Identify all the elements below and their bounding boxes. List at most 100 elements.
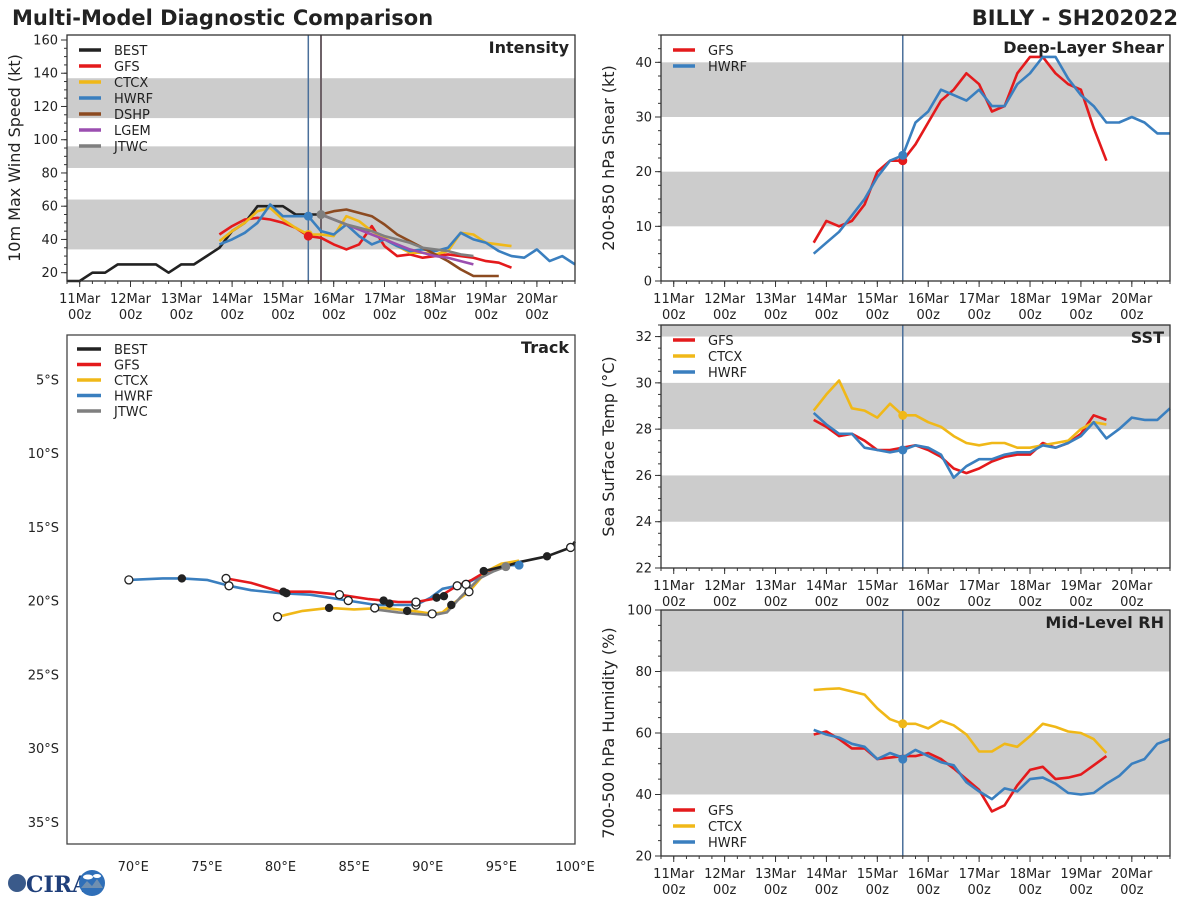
x-tick-label: 00z bbox=[815, 883, 839, 898]
panel-title: SST bbox=[1131, 328, 1164, 347]
x-tick-label: 14Mar bbox=[806, 867, 848, 882]
x-tick-label: 00z bbox=[1120, 595, 1144, 610]
lat-tick-label: 35°S bbox=[28, 816, 59, 831]
x-tick-label: 20Mar bbox=[516, 292, 558, 307]
x-tick-label: 16Mar bbox=[313, 292, 355, 307]
x-tick-label: 13Mar bbox=[755, 579, 797, 594]
x-tick-label: 19Mar bbox=[1060, 867, 1102, 882]
lon-tick-label: 85°E bbox=[338, 860, 369, 875]
x-tick-label: 20Mar bbox=[1111, 867, 1153, 882]
legend-label-gfs: GFS bbox=[708, 44, 734, 59]
y-tick-label: 28 bbox=[635, 423, 652, 438]
x-tick-label: 00z bbox=[1018, 308, 1042, 323]
track-point-filled bbox=[542, 552, 552, 561]
x-tick-label: 00z bbox=[1069, 883, 1093, 898]
x-tick-label: 17Mar bbox=[959, 579, 1001, 594]
x-tick-label: 00z bbox=[764, 883, 788, 898]
y-tick-label: 24 bbox=[635, 515, 652, 530]
page-title: Multi-Model Diagnostic Comparison bbox=[12, 6, 434, 30]
shaded-band bbox=[661, 171, 1170, 227]
series-line-hwrf bbox=[812, 407, 1171, 480]
track-point-open bbox=[565, 542, 576, 553]
lat-tick-label: 25°S bbox=[28, 668, 59, 683]
track-point-open bbox=[334, 590, 345, 600]
legend-label-gfs: GFS bbox=[114, 60, 140, 75]
y-tick-label: 40 bbox=[635, 788, 652, 803]
y-tick-label: 22 bbox=[635, 562, 652, 577]
x-tick-label: 00z bbox=[967, 308, 991, 323]
x-tick-label: 14Mar bbox=[806, 579, 848, 594]
legend-label-jtwc: JTWC bbox=[113, 405, 148, 420]
legend-label-hwrf: HWRF bbox=[114, 92, 153, 107]
x-tick-label: 00z bbox=[220, 308, 244, 323]
x-tick-label: 00z bbox=[764, 595, 788, 610]
x-tick-label: 13Mar bbox=[755, 292, 797, 307]
x-tick-label: 00z bbox=[967, 883, 991, 898]
panel-sst: 22242628303211Mar00z12Mar00z13Mar00z14Ma… bbox=[599, 324, 1171, 610]
marker-hwrf bbox=[898, 150, 908, 160]
x-tick-label: 15Mar bbox=[857, 867, 899, 882]
x-tick-label: 00z bbox=[866, 595, 890, 610]
marker-hwrf bbox=[303, 211, 313, 221]
y-tick-label: 20 bbox=[635, 165, 652, 180]
x-tick-label: 20Mar bbox=[1111, 579, 1153, 594]
y-tick-label: 30 bbox=[635, 376, 652, 391]
track-point-open bbox=[221, 573, 231, 584]
shaded-band bbox=[661, 325, 1170, 337]
x-tick-label: 19Mar bbox=[466, 292, 508, 307]
legend-label-dshp: DSHP bbox=[114, 108, 150, 123]
storm-title: BILLY - SH202022 bbox=[971, 6, 1178, 30]
legend-label-ctcx: CTCX bbox=[114, 374, 148, 389]
y-tick-label: 40 bbox=[41, 233, 58, 248]
plot-frame bbox=[66, 334, 576, 845]
shaded-band bbox=[661, 382, 1170, 430]
series-line-ctcx bbox=[812, 379, 1107, 450]
marker-ctcx bbox=[898, 719, 908, 729]
legend-label-best: BEST bbox=[114, 343, 147, 358]
cloud-mountain-icon bbox=[79, 870, 105, 896]
track-point-filled bbox=[379, 596, 388, 605]
x-tick-label: 00z bbox=[917, 595, 941, 610]
y-axis-label: Sea Surface Temp (°C) bbox=[599, 356, 618, 536]
legend-label-lgem: LGEM bbox=[114, 124, 151, 139]
lon-tick-label: 80°E bbox=[265, 860, 296, 875]
y-tick-label: 140 bbox=[33, 67, 58, 82]
track-point-open bbox=[272, 612, 283, 622]
track-point-open bbox=[411, 597, 421, 607]
x-tick-label: 00z bbox=[1120, 883, 1144, 898]
globe-icon bbox=[8, 874, 26, 892]
legend-label-gfs: GFS bbox=[708, 804, 734, 819]
x-tick-label: 00z bbox=[1018, 883, 1042, 898]
x-tick-label: 00z bbox=[1069, 595, 1093, 610]
x-tick-label: 17Mar bbox=[959, 867, 1001, 882]
marker-hwrf bbox=[898, 445, 908, 455]
track-current-hwrf bbox=[514, 560, 524, 570]
track-point-filled bbox=[177, 574, 187, 583]
x-tick-label: 00z bbox=[917, 308, 941, 323]
series-line-hwrf bbox=[218, 203, 576, 266]
lat-tick-label: 5°S bbox=[36, 373, 59, 388]
y-tick-label: 32 bbox=[635, 330, 652, 345]
x-tick-label: 00z bbox=[119, 308, 143, 323]
legend-label-hwrf: HWRF bbox=[708, 366, 747, 381]
legend-label-gfs: GFS bbox=[708, 334, 734, 349]
marker-ctcx bbox=[898, 410, 908, 420]
panel-shear: 01020304011Mar00z12Mar00z13Mar00z14Mar00… bbox=[599, 34, 1171, 323]
x-tick-label: 00z bbox=[815, 308, 839, 323]
x-tick-label: 17Mar bbox=[364, 292, 406, 307]
legend-label-gfs: GFS bbox=[114, 359, 140, 374]
legend-label-ctcx: CTCX bbox=[708, 350, 742, 365]
x-tick-label: 15Mar bbox=[857, 292, 899, 307]
track-point-open bbox=[370, 603, 380, 613]
series-line-best bbox=[67, 204, 321, 283]
panel-title: Track bbox=[521, 338, 569, 357]
y-tick-label: 60 bbox=[41, 200, 58, 215]
legend-label-ctcx: CTCX bbox=[114, 76, 148, 91]
x-tick-label: 00z bbox=[1120, 308, 1144, 323]
panel-rh: 2040608010011Mar00z12Mar00z13Mar00z14Mar… bbox=[599, 604, 1171, 898]
x-tick-label: 19Mar bbox=[1060, 292, 1102, 307]
lon-tick-label: 75°E bbox=[191, 860, 222, 875]
series-line-gfs bbox=[812, 55, 1108, 244]
x-tick-label: 13Mar bbox=[161, 292, 203, 307]
